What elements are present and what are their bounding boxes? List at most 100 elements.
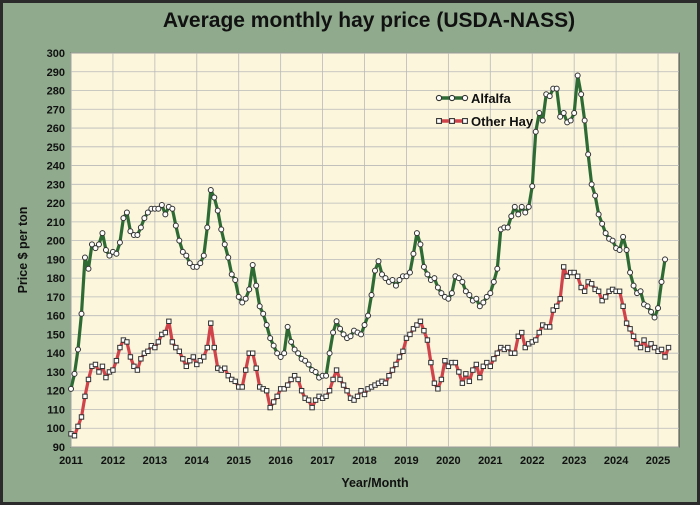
- y-tick-label: 100: [47, 423, 65, 435]
- y-tick-label: 200: [47, 236, 65, 248]
- data-point-alfalfa: [445, 295, 452, 302]
- data-point-alfalfa: [172, 222, 179, 229]
- data-point-other-hay: [131, 363, 137, 370]
- data-point-other-hay: [560, 264, 567, 270]
- data-point-other-hay: [424, 337, 431, 343]
- data-point-other-hay: [620, 303, 626, 309]
- data-point-alfalfa: [116, 239, 123, 246]
- data-point-alfalfa: [382, 275, 389, 282]
- data-point-other-hay: [99, 363, 106, 370]
- y-tick-label: 300: [47, 48, 65, 60]
- data-point-alfalfa: [522, 209, 529, 216]
- data-point-alfalfa: [78, 310, 85, 317]
- data-point-alfalfa: [553, 85, 560, 92]
- data-point-other-hay: [208, 320, 214, 326]
- data-point-alfalfa: [179, 248, 186, 255]
- data-point-alfalfa: [574, 72, 581, 79]
- data-point-other-hay: [536, 329, 542, 336]
- x-tick-label: 2021: [478, 455, 502, 467]
- data-point-alfalfa: [295, 350, 302, 357]
- data-point-alfalfa: [197, 260, 204, 267]
- data-point-other-hay: [78, 414, 85, 420]
- data-point-other-hay: [466, 378, 473, 385]
- data-point-alfalfa: [372, 267, 378, 274]
- data-point-other-hay: [644, 346, 651, 353]
- data-point-other-hay: [484, 359, 490, 366]
- data-point-alfalfa: [658, 278, 665, 285]
- data-point-other-hay: [166, 318, 172, 324]
- x-tick-label: 2019: [394, 455, 418, 467]
- data-point-alfalfa: [434, 284, 441, 291]
- data-point-other-hay: [445, 363, 452, 370]
- legend: Alfalfa Other Hay: [435, 91, 534, 129]
- data-point-alfalfa: [242, 295, 249, 302]
- data-point-other-hay: [222, 365, 228, 371]
- y-tick-label: 160: [47, 311, 65, 323]
- data-point-other-hay: [382, 380, 389, 386]
- data-point-other-hay: [197, 357, 203, 364]
- data-point-alfalfa: [305, 361, 312, 368]
- data-point-other-hay: [187, 357, 193, 364]
- data-point-alfalfa: [330, 329, 337, 336]
- x-tick-label: 2020: [436, 455, 460, 467]
- data-point-other-hay: [152, 344, 158, 351]
- data-point-other-hay: [634, 341, 640, 347]
- data-point-other-hay: [557, 296, 563, 302]
- data-point-alfalfa: [424, 271, 431, 278]
- data-point-alfalfa: [378, 271, 385, 278]
- data-point-alfalfa: [326, 350, 333, 357]
- data-point-alfalfa: [211, 194, 218, 201]
- legend-marker-alfalfa: [461, 94, 469, 102]
- data-point-other-hay: [571, 269, 577, 276]
- y-tick-label: 190: [47, 254, 65, 266]
- data-point-other-hay: [274, 393, 280, 400]
- legend-marker-other-hay: [462, 118, 468, 124]
- data-point-other-hay: [358, 388, 364, 394]
- data-point-alfalfa: [235, 293, 242, 300]
- legend-marker-alfalfa: [448, 94, 456, 102]
- data-point-alfalfa: [448, 290, 455, 297]
- data-point-alfalfa: [347, 333, 354, 340]
- data-point-alfalfa: [267, 335, 274, 342]
- data-point-alfalfa: [99, 230, 106, 237]
- data-point-other-hay: [96, 369, 102, 375]
- data-point-alfalfa: [239, 299, 246, 306]
- data-point-other-hay: [194, 361, 200, 368]
- y-tick-label: 210: [47, 217, 65, 229]
- grid-lines: [70, 52, 679, 448]
- data-point-other-hay: [386, 373, 392, 379]
- x-tick-label: 2017: [310, 455, 334, 467]
- data-point-other-hay: [180, 356, 186, 362]
- data-point-alfalfa: [644, 303, 651, 310]
- x-tick-label: 2022: [520, 455, 544, 467]
- data-point-other-hay: [505, 344, 511, 351]
- data-point-other-hay: [326, 388, 333, 394]
- data-point-other-hay: [250, 350, 256, 356]
- data-point-other-hay: [630, 333, 637, 340]
- data-point-alfalfa: [183, 252, 190, 259]
- y-tick-label: 260: [47, 123, 65, 135]
- x-tick-label: 2013: [143, 455, 167, 467]
- data-point-other-hay: [665, 344, 672, 351]
- data-point-other-hay: [403, 335, 410, 341]
- data-point-alfalfa: [536, 110, 543, 117]
- data-point-other-hay: [599, 297, 605, 304]
- data-point-alfalfa: [106, 252, 113, 259]
- data-point-alfalfa: [68, 385, 74, 392]
- data-point-other-hay: [421, 327, 427, 334]
- data-point-alfalfa: [557, 113, 564, 120]
- y-tick-label: 240: [47, 161, 65, 173]
- data-point-alfalfa: [88, 241, 95, 248]
- data-point-alfalfa: [546, 93, 553, 100]
- data-point-other-hay: [309, 404, 315, 411]
- data-point-other-hay: [204, 344, 210, 351]
- data-point-alfalfa: [102, 247, 109, 253]
- data-point-alfalfa: [291, 346, 298, 353]
- data-point-other-hay: [134, 367, 141, 373]
- data-point-other-hay: [662, 354, 668, 360]
- data-point-other-hay: [243, 367, 249, 373]
- data-point-other-hay: [354, 393, 361, 400]
- x-tick-label: 2024: [604, 455, 629, 467]
- data-point-alfalfa: [410, 250, 417, 257]
- data-point-other-hay: [361, 391, 368, 398]
